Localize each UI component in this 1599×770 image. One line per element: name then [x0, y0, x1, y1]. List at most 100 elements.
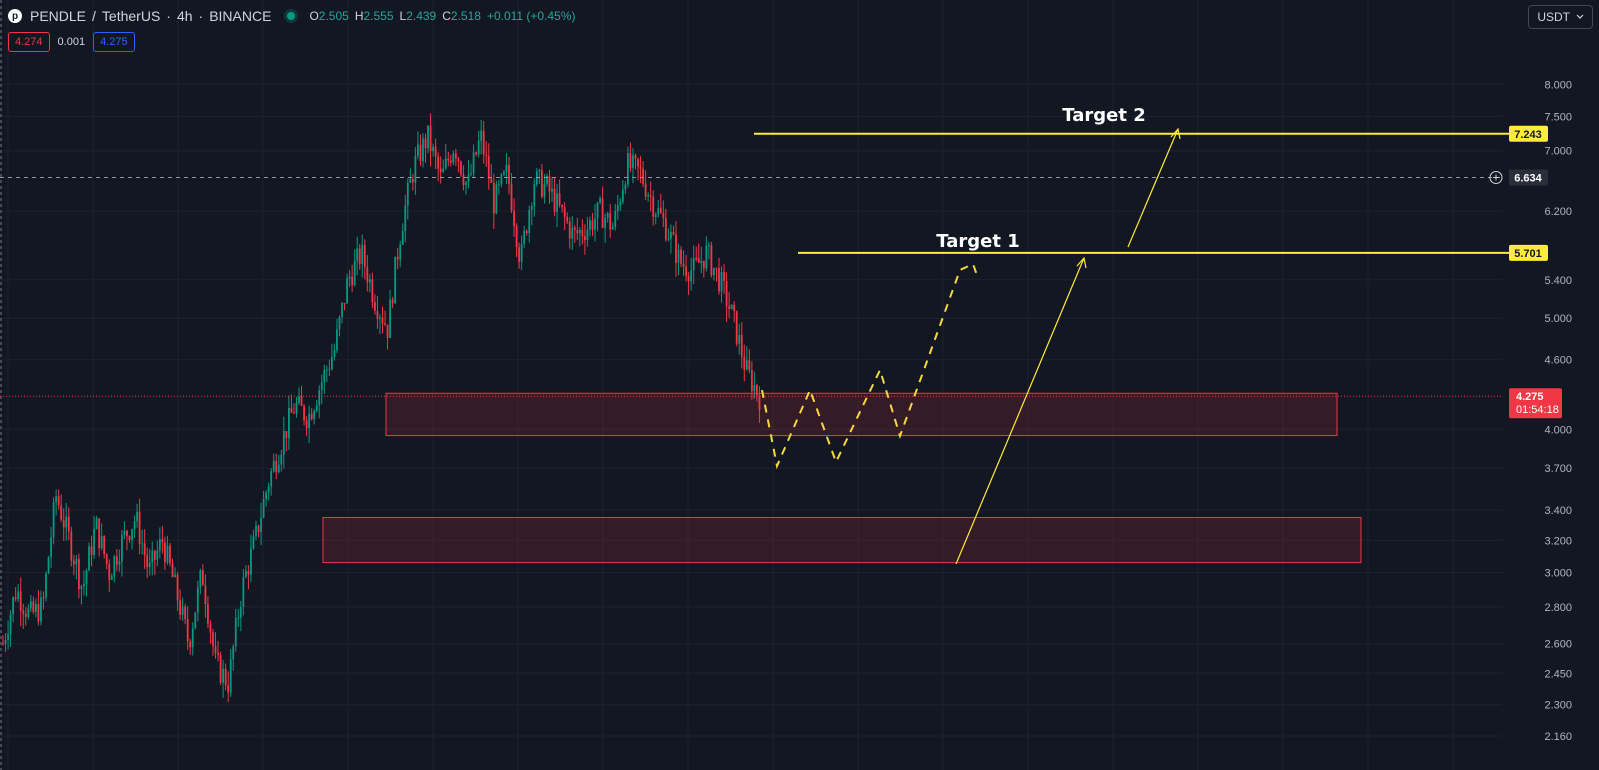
candle-body	[384, 323, 386, 325]
candle-body	[282, 431, 285, 455]
candle-body	[713, 267, 715, 276]
candle-body	[57, 496, 60, 506]
support-zone-upper[interactable]	[385, 392, 1338, 437]
candle-body	[234, 617, 237, 647]
price-axis-label: 2.300	[1544, 700, 1572, 712]
candle-body	[720, 271, 723, 292]
candle-body	[148, 562, 151, 568]
candle-body	[702, 260, 705, 269]
candle-body	[743, 356, 746, 370]
candle-body	[126, 530, 128, 537]
candle-body	[401, 231, 404, 245]
candle-body	[285, 431, 288, 438]
candle-body	[196, 587, 199, 613]
candle-body	[586, 229, 589, 241]
candle-body	[153, 550, 156, 560]
currency-selector[interactable]: USDT	[1528, 5, 1593, 29]
candle-body	[34, 603, 37, 612]
price-axis-label: 2.600	[1544, 639, 1572, 651]
candle-body	[227, 685, 230, 693]
candle-body	[287, 407, 290, 438]
candle-body	[538, 170, 541, 172]
sell-price-button[interactable]: 4.274	[8, 32, 50, 52]
candle-body	[27, 608, 30, 617]
interval-label[interactable]: 4h	[176, 8, 193, 24]
buy-price-button[interactable]: 4.275	[93, 32, 135, 52]
candle-body	[310, 413, 313, 420]
candle-body	[525, 231, 528, 233]
price-axis-label: 5.400	[1544, 275, 1572, 287]
candle-body	[37, 603, 40, 622]
candle-body	[728, 306, 731, 309]
candle-body	[414, 155, 417, 183]
price-axis-label: 7.000	[1544, 146, 1572, 158]
candle-body	[376, 310, 379, 319]
low-label: L	[399, 9, 407, 23]
candle-body	[315, 405, 318, 411]
candle-body	[303, 405, 305, 421]
quote-asset[interactable]: TetherUS	[101, 8, 161, 24]
candle-body	[634, 155, 637, 159]
market-status-icon[interactable]	[287, 12, 296, 20]
symbol-name[interactable]: PENDLE	[30, 8, 87, 24]
candle-body	[242, 576, 245, 607]
candle-body	[323, 369, 326, 383]
candle-body	[439, 168, 442, 173]
candle-body	[214, 646, 217, 653]
candle-body	[151, 550, 154, 563]
candle-body	[692, 258, 695, 271]
candle-body	[563, 207, 566, 217]
candle-body	[642, 168, 644, 184]
candle-body	[457, 158, 460, 162]
candle-body	[7, 634, 9, 641]
candle-body	[42, 597, 45, 599]
candle-body	[209, 623, 212, 633]
candle-body	[19, 591, 22, 611]
candle-body	[212, 632, 214, 647]
exchange-label[interactable]: BINANCE	[209, 8, 272, 24]
candle-body	[50, 537, 52, 558]
candle-body	[348, 276, 351, 279]
candle-body	[427, 125, 429, 149]
candle-body	[22, 610, 25, 614]
projection-zigzag-path[interactable]	[761, 262, 979, 470]
candle-body	[295, 402, 298, 414]
support-zone-lower[interactable]	[322, 517, 1362, 564]
candle-body	[371, 279, 374, 303]
candle-body	[290, 407, 293, 413]
candle-body	[176, 574, 179, 601]
high-label: H	[354, 9, 364, 23]
candle-body	[718, 267, 720, 292]
candle-body	[442, 168, 445, 173]
target-1-price-text: 5.701	[1514, 248, 1542, 260]
candle-body	[252, 536, 255, 549]
plus-icon[interactable]	[1489, 170, 1503, 184]
candle-body	[105, 554, 108, 564]
candle-body	[621, 189, 624, 202]
candle-body	[487, 156, 490, 179]
candle-body	[320, 382, 323, 391]
candle-body	[72, 560, 75, 565]
candle-body	[298, 396, 300, 403]
arrow-to-target-1[interactable]	[955, 257, 1085, 565]
candle-body	[447, 158, 450, 161]
candle-body	[417, 144, 419, 156]
candle-body	[336, 329, 338, 350]
candle-body	[267, 486, 270, 493]
candle-body	[179, 600, 181, 615]
candle-body	[604, 217, 607, 228]
candle-body	[449, 160, 452, 163]
candle-body	[480, 130, 483, 141]
candle-body	[224, 668, 227, 686]
candle-body	[394, 256, 397, 304]
candle-body	[523, 231, 526, 244]
candle-body	[601, 198, 604, 228]
arrow-to-target-2[interactable]	[1127, 128, 1179, 248]
candle-body	[356, 248, 359, 261]
candle-body	[649, 195, 652, 197]
candle-body	[169, 545, 171, 564]
candle-body	[191, 628, 194, 648]
candle-body	[462, 174, 465, 186]
candle-body	[690, 270, 693, 282]
